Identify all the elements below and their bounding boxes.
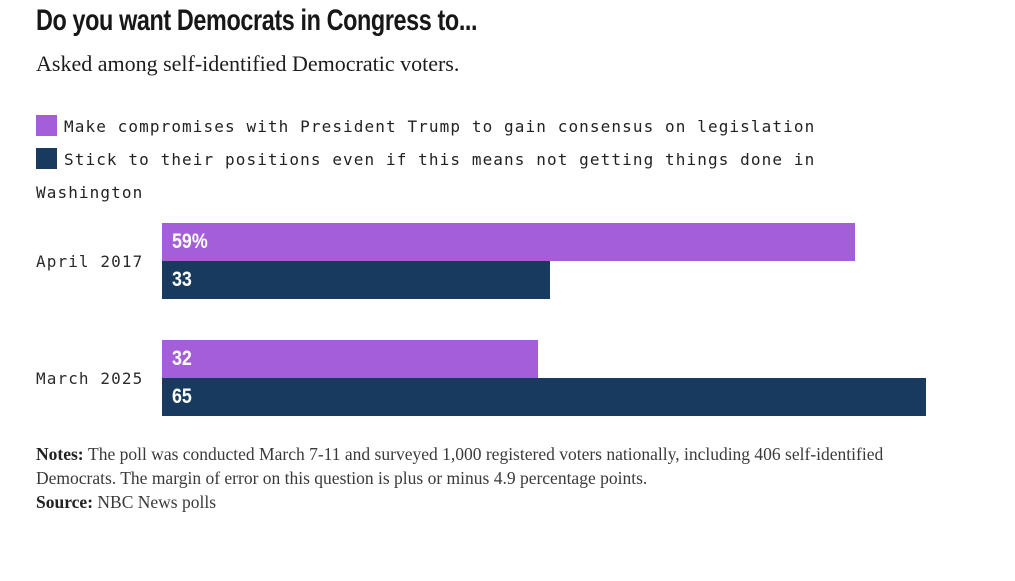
- bars-march-2025: 32 65: [162, 340, 926, 416]
- bar-april-2017-stick: 33: [162, 261, 550, 299]
- bar-value-label: 65: [172, 385, 192, 408]
- bar-value-label: 59%: [172, 230, 208, 253]
- bar-march-2025-compromise: 32: [162, 340, 538, 378]
- source-text: NBC News polls: [97, 492, 217, 512]
- source-line: Source: NBC News polls: [36, 490, 914, 514]
- source-label: Source:: [36, 492, 94, 512]
- bar-value-label: 33: [172, 268, 192, 291]
- bar-march-2025-stick: 65: [162, 378, 926, 416]
- grouped-bar-chart: April 2017 59% 33 March 2025 32 65: [36, 223, 979, 416]
- notes-line: Notes: The poll was conducted March 7-11 …: [36, 442, 914, 490]
- bar-group-march-2025: March 2025 32 65: [36, 340, 979, 416]
- bar-group-april-2017: April 2017 59% 33: [36, 223, 979, 299]
- legend-label-compromise: Make compromises with President Trump to…: [64, 117, 816, 136]
- legend-label-stick: Stick to their positions even if this me…: [36, 150, 816, 202]
- bars-april-2017: 59% 33: [162, 223, 856, 299]
- chart-title: Do you want Democrats in Congress to...: [36, 4, 478, 37]
- chart-legend: Make compromises with President Trump to…: [36, 110, 848, 209]
- chart-footnotes: Notes: The poll was conducted March 7-11 …: [36, 442, 914, 514]
- legend-item-stick: Stick to their positions even if this me…: [36, 143, 848, 209]
- category-label-april-2017: April 2017: [36, 251, 144, 271]
- notes-text: The poll was conducted March 7-11 and su…: [36, 444, 884, 488]
- legend-swatch-purple: [36, 115, 57, 136]
- legend-swatch-navy: [36, 148, 57, 169]
- bar-april-2017-compromise: 59%: [162, 223, 856, 261]
- category-label-march-2025: March 2025: [36, 368, 144, 388]
- poll-chart-page: Do you want Democrats in Congress to... …: [36, 4, 979, 514]
- legend-item-compromise: Make compromises with President Trump to…: [36, 110, 848, 143]
- bar-value-label: 32: [172, 347, 192, 370]
- notes-label: Notes:: [36, 444, 84, 464]
- chart-subtitle: Asked among self-identified Democratic v…: [36, 51, 460, 76]
